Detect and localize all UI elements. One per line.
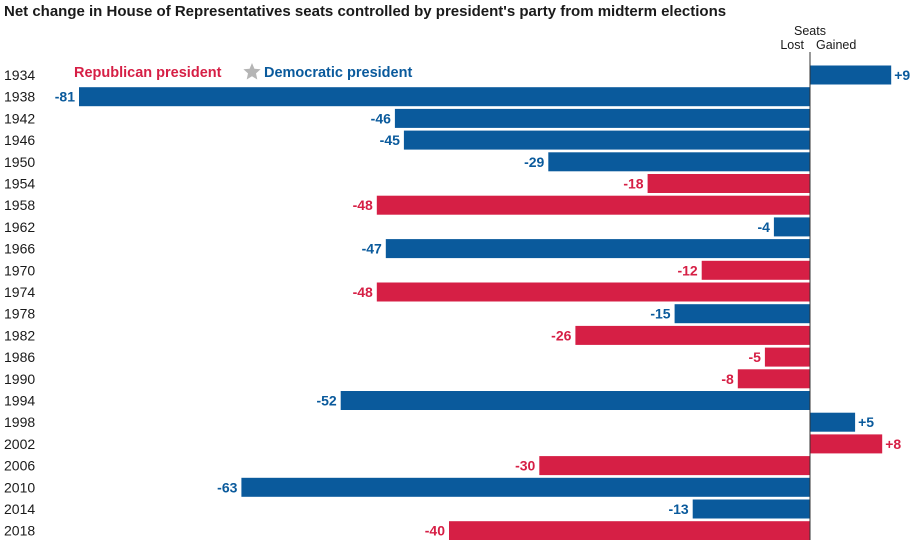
bar-2014 [692,499,810,519]
bar-1958 [376,195,810,215]
chart-title: Net change in House of Representatives s… [4,3,726,20]
bar-1998 [810,412,856,432]
value-label-2010: -63 [217,479,237,495]
value-label-1990: -8 [721,371,734,387]
year-labels: 1934 1938 1942 1946 1950 1954 1958 1962 1966 1970… [4,67,35,539]
year-label-1974: 1974 [4,284,35,300]
value-label-2006: -30 [515,458,535,474]
value-label-1950: -29 [524,154,544,170]
year-label-1966: 1966 [4,241,35,257]
value-label-1938: -81 [55,89,75,105]
value-label-1966: -47 [362,241,382,257]
bar-1970 [701,260,810,280]
year-label-1954: 1954 [4,176,35,192]
value-label-1962: -4 [757,219,770,235]
year-label-2014: 2014 [4,501,35,517]
year-label-1978: 1978 [4,306,35,322]
bar-1934 [810,65,892,85]
year-label-2010: 2010 [4,479,35,495]
bar-1994 [340,391,810,410]
year-label-1946: 1946 [4,132,35,148]
value-label-1978: -15 [650,306,670,322]
star-icon [243,63,261,80]
year-label-1970: 1970 [4,262,35,278]
value-labels: +9-81-46-45-29-18-48-4-47-12-48-15-26-5-… [55,67,911,539]
year-label-1986: 1986 [4,349,35,365]
year-label-1938: 1938 [4,89,35,105]
bar-1938 [79,87,810,107]
bar-2018 [449,521,810,540]
bar-1954 [647,174,810,193]
value-label-2014: -13 [668,501,688,517]
bar-2010 [241,477,810,497]
legend-democratic-president: Democratic president [264,65,412,81]
value-label-1982: -26 [551,327,571,343]
legend-republican-president: Republican president [74,65,222,81]
value-label-1934: +9 [894,67,910,83]
axis-header-lost: Lost [780,38,804,52]
year-label-1950: 1950 [4,154,35,170]
value-label-1994: -52 [316,393,336,409]
year-label-1934: 1934 [4,67,35,83]
legend: Republican president Democratic presiden… [74,63,412,81]
year-label-1990: 1990 [4,371,35,387]
bar-1978 [674,304,810,324]
bar-1982 [575,325,810,345]
value-label-1974: -48 [353,284,373,300]
bar-1946 [403,130,810,150]
bar-2002 [810,434,883,454]
value-label-1998: +5 [858,414,874,430]
year-label-1982: 1982 [4,327,35,343]
year-label-2006: 2006 [4,458,35,474]
bar-1950 [548,152,810,172]
bar-1974 [376,282,810,302]
axis-header-seats: Seats [794,24,826,38]
value-label-1942: -46 [371,110,391,126]
year-label-1962: 1962 [4,219,35,235]
bar-1942 [394,108,810,128]
year-label-1994: 1994 [4,393,35,409]
bars [79,65,892,540]
axis-header-gained: Gained [816,38,856,52]
year-label-2018: 2018 [4,523,35,539]
bar-1990 [737,369,810,389]
year-label-1958: 1958 [4,197,35,213]
bar-1986 [764,347,810,367]
year-label-1998: 1998 [4,414,35,430]
bar-1962 [773,217,810,237]
year-label-2002: 2002 [4,436,35,452]
value-label-2018: -40 [425,523,445,539]
value-label-1946: -45 [380,132,400,148]
value-label-1958: -48 [353,197,373,213]
year-label-1942: 1942 [4,110,35,126]
value-label-2002: +8 [885,436,901,452]
bar-1966 [385,239,810,259]
value-label-1986: -5 [748,349,761,365]
bar-2006 [539,456,810,476]
value-label-1970: -12 [677,262,697,278]
value-label-1954: -18 [623,176,643,192]
